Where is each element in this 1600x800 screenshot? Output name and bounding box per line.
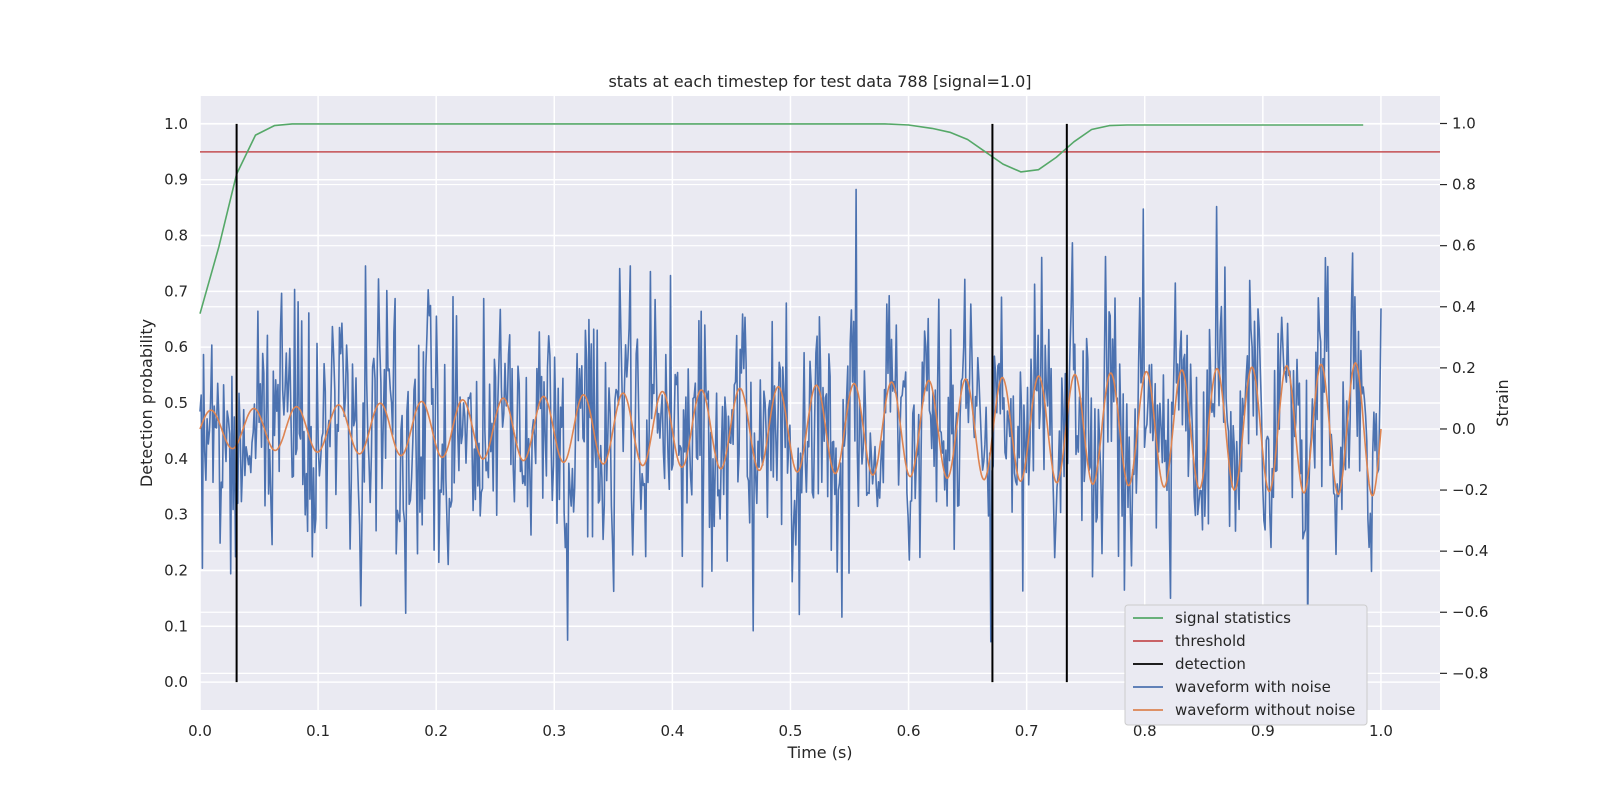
y-tick-label: 0.4 <box>164 450 188 468</box>
legend-label-waveform-with-noise: waveform with noise <box>1175 678 1331 696</box>
x-axis-ticks: 0.0 0.1 0.2 0.3 0.4 0.5 0.6 0.7 0.8 0.9 1.0 <box>188 722 1393 740</box>
legend-item-signal-statistics: signal statistics <box>1133 609 1291 627</box>
x-tick-label: 0.3 <box>542 722 566 740</box>
legend-label-waveform-without-noise: waveform without noise <box>1175 701 1355 719</box>
x-tick-label: 0.2 <box>424 722 448 740</box>
y-tick-label: 0.8 <box>164 227 188 245</box>
y-right-tick-label: −0.2 <box>1452 481 1488 499</box>
y-right-tick-label: 0.0 <box>1452 420 1476 438</box>
x-tick-label: 0.5 <box>779 722 803 740</box>
y-tick-label: 1.0 <box>164 115 188 133</box>
chart-title: stats at each timestep for test data 788… <box>608 72 1031 91</box>
y-tick-label: 0.2 <box>164 561 188 579</box>
legend-item-waveform-with-noise: waveform with noise <box>1133 678 1331 696</box>
x-tick-label: 0.6 <box>897 722 921 740</box>
y-right-tick-label: 0.2 <box>1452 359 1476 377</box>
legend: signal statistics threshold detection wa… <box>1124 604 1368 726</box>
legend-label-threshold: threshold <box>1175 632 1246 650</box>
legend-label-detection: detection <box>1175 655 1246 673</box>
x-tick-label: 0.7 <box>1015 722 1039 740</box>
y-right-tick-label: −0.8 <box>1452 664 1488 682</box>
legend-item-detection: detection <box>1133 655 1246 673</box>
legend-item-threshold: threshold <box>1133 632 1246 650</box>
y-tick-label: 0.0 <box>164 673 188 691</box>
y-tick-label: 0.1 <box>164 617 188 635</box>
series-line-signal-statistics <box>199 123 1364 314</box>
x-tick-label: 0.1 <box>306 722 330 740</box>
y-axis-right-ticks: −0.8 −0.6 −0.4 −0.2 0.0 0.2 0.4 0.6 0.8 1.0 <box>1440 114 1488 682</box>
y-tick-label: 0.6 <box>164 338 188 356</box>
y-tick-label: 0.7 <box>164 282 188 300</box>
y-right-tick-label: 1.0 <box>1452 114 1476 132</box>
y-tick-label: 0.9 <box>164 171 188 189</box>
x-axis-title: Time (s) <box>786 743 852 762</box>
y-axis-left-ticks: 0.0 0.1 0.2 0.3 0.4 0.5 0.6 0.7 0.8 0.9 1.0 <box>164 115 188 691</box>
y-right-tick-label: 0.6 <box>1452 237 1476 255</box>
x-tick-label: 0.9 <box>1251 722 1275 740</box>
detection-lines <box>235 123 1068 683</box>
series-layer <box>199 123 1440 683</box>
x-tick-label: 0.4 <box>660 722 684 740</box>
x-tick-label: 0.8 <box>1133 722 1157 740</box>
legend-frame <box>1124 604 1368 726</box>
y-tick-label: 0.5 <box>164 394 188 412</box>
y-tick-label: 0.3 <box>164 506 188 524</box>
series-line-waveform-with-noise <box>199 188 1382 643</box>
y-right-tick-label: 0.8 <box>1452 176 1476 194</box>
y-axis-right-title: Strain <box>1493 379 1512 426</box>
x-tick-label: 1.0 <box>1369 722 1393 740</box>
y-right-tick-label: −0.6 <box>1452 603 1488 621</box>
y-right-tick-label: 0.4 <box>1452 298 1476 316</box>
x-tick-label: 0.0 <box>188 722 212 740</box>
legend-item-waveform-without-noise: waveform without noise <box>1133 701 1355 719</box>
y-right-tick-label: −0.4 <box>1452 542 1488 560</box>
y-axis-left-title: Detection probability <box>137 319 156 487</box>
legend-label-signal-statistics: signal statistics <box>1175 609 1291 627</box>
series-line-waveform-without-noise <box>199 361 1382 497</box>
